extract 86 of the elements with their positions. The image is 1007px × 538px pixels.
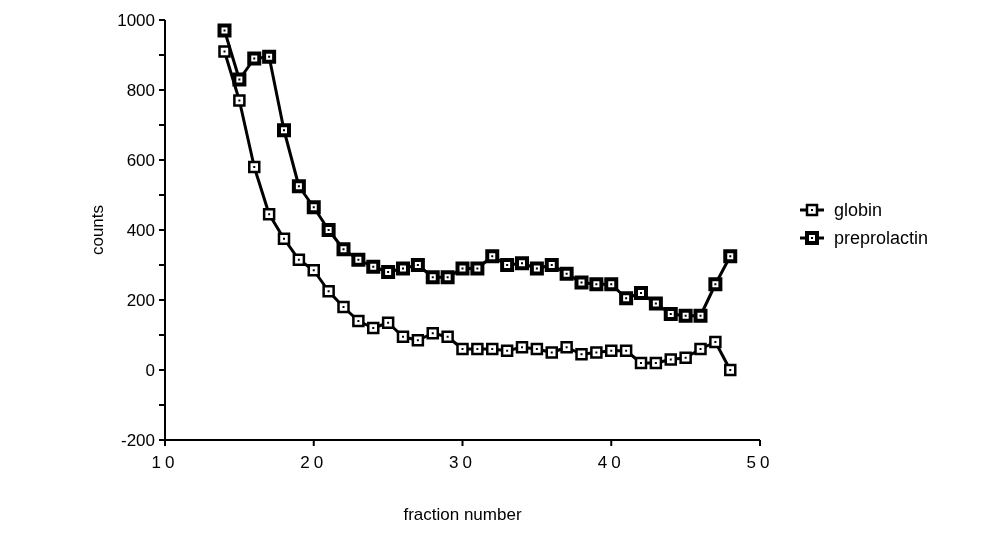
legend-label: globin xyxy=(834,200,883,221)
point xyxy=(306,200,321,215)
point xyxy=(619,291,634,306)
point xyxy=(396,330,410,343)
point xyxy=(247,51,262,66)
point xyxy=(723,249,738,264)
point xyxy=(634,286,648,300)
point xyxy=(396,261,410,276)
point xyxy=(411,334,425,347)
point xyxy=(545,346,558,359)
y-axis-title: counts xyxy=(88,204,107,256)
point xyxy=(500,344,514,357)
x-axis-title: fraction number xyxy=(403,505,522,524)
point xyxy=(292,253,306,266)
point xyxy=(277,123,291,138)
point xyxy=(559,266,574,281)
point xyxy=(709,335,722,349)
y-tick-label: 800 xyxy=(126,80,155,100)
point xyxy=(664,353,677,366)
point xyxy=(381,316,395,329)
point xyxy=(307,264,320,277)
x-tick-label: 20 xyxy=(300,453,328,472)
point xyxy=(352,314,365,328)
point xyxy=(648,296,663,311)
point xyxy=(694,342,707,356)
y-tick-label: 200 xyxy=(126,290,155,310)
point xyxy=(456,342,469,356)
point xyxy=(693,308,708,323)
point xyxy=(663,307,678,321)
point xyxy=(515,256,529,271)
point xyxy=(277,232,291,245)
point xyxy=(321,223,336,237)
legend-label: preprolactin xyxy=(834,228,929,249)
y-tick-label: 400 xyxy=(126,220,155,240)
point xyxy=(544,258,559,272)
point xyxy=(590,346,603,359)
point xyxy=(233,94,246,107)
point xyxy=(679,351,692,364)
point xyxy=(530,342,544,356)
point xyxy=(337,300,350,314)
point xyxy=(471,342,484,356)
point xyxy=(634,356,648,370)
point xyxy=(366,259,381,274)
y-tick-label: -200 xyxy=(120,430,155,450)
point xyxy=(604,277,619,292)
point xyxy=(367,321,380,335)
point xyxy=(574,275,589,290)
point xyxy=(678,308,693,323)
y-tick-label: 1000 xyxy=(117,10,155,30)
point xyxy=(410,258,425,272)
point xyxy=(455,261,470,276)
point xyxy=(262,49,277,64)
x-tick-label: 30 xyxy=(449,453,476,472)
point xyxy=(232,72,247,87)
point xyxy=(619,344,633,357)
point xyxy=(426,327,439,340)
y-tick-label: 600 xyxy=(126,150,155,170)
point xyxy=(441,330,454,343)
x-tick-label: 10 xyxy=(151,453,179,472)
point xyxy=(724,363,737,377)
point xyxy=(500,258,515,272)
point xyxy=(425,270,440,285)
point xyxy=(708,277,723,292)
point xyxy=(649,356,663,370)
point xyxy=(381,265,396,279)
point xyxy=(605,344,618,357)
point xyxy=(486,342,499,356)
point xyxy=(440,270,455,285)
y-tick-label: 0 xyxy=(145,360,155,380)
point xyxy=(291,179,306,194)
point xyxy=(322,285,335,298)
point xyxy=(560,341,573,354)
point xyxy=(529,261,544,276)
point xyxy=(218,45,231,58)
point xyxy=(351,252,366,267)
point xyxy=(336,242,351,257)
point xyxy=(217,23,232,38)
point xyxy=(470,261,485,276)
x-tick-label: 40 xyxy=(597,453,625,472)
point xyxy=(589,277,604,292)
point xyxy=(575,348,588,361)
point xyxy=(485,249,500,264)
point xyxy=(248,160,261,174)
x-tick-label: 50 xyxy=(746,453,774,472)
point xyxy=(262,208,276,221)
point xyxy=(515,341,529,354)
